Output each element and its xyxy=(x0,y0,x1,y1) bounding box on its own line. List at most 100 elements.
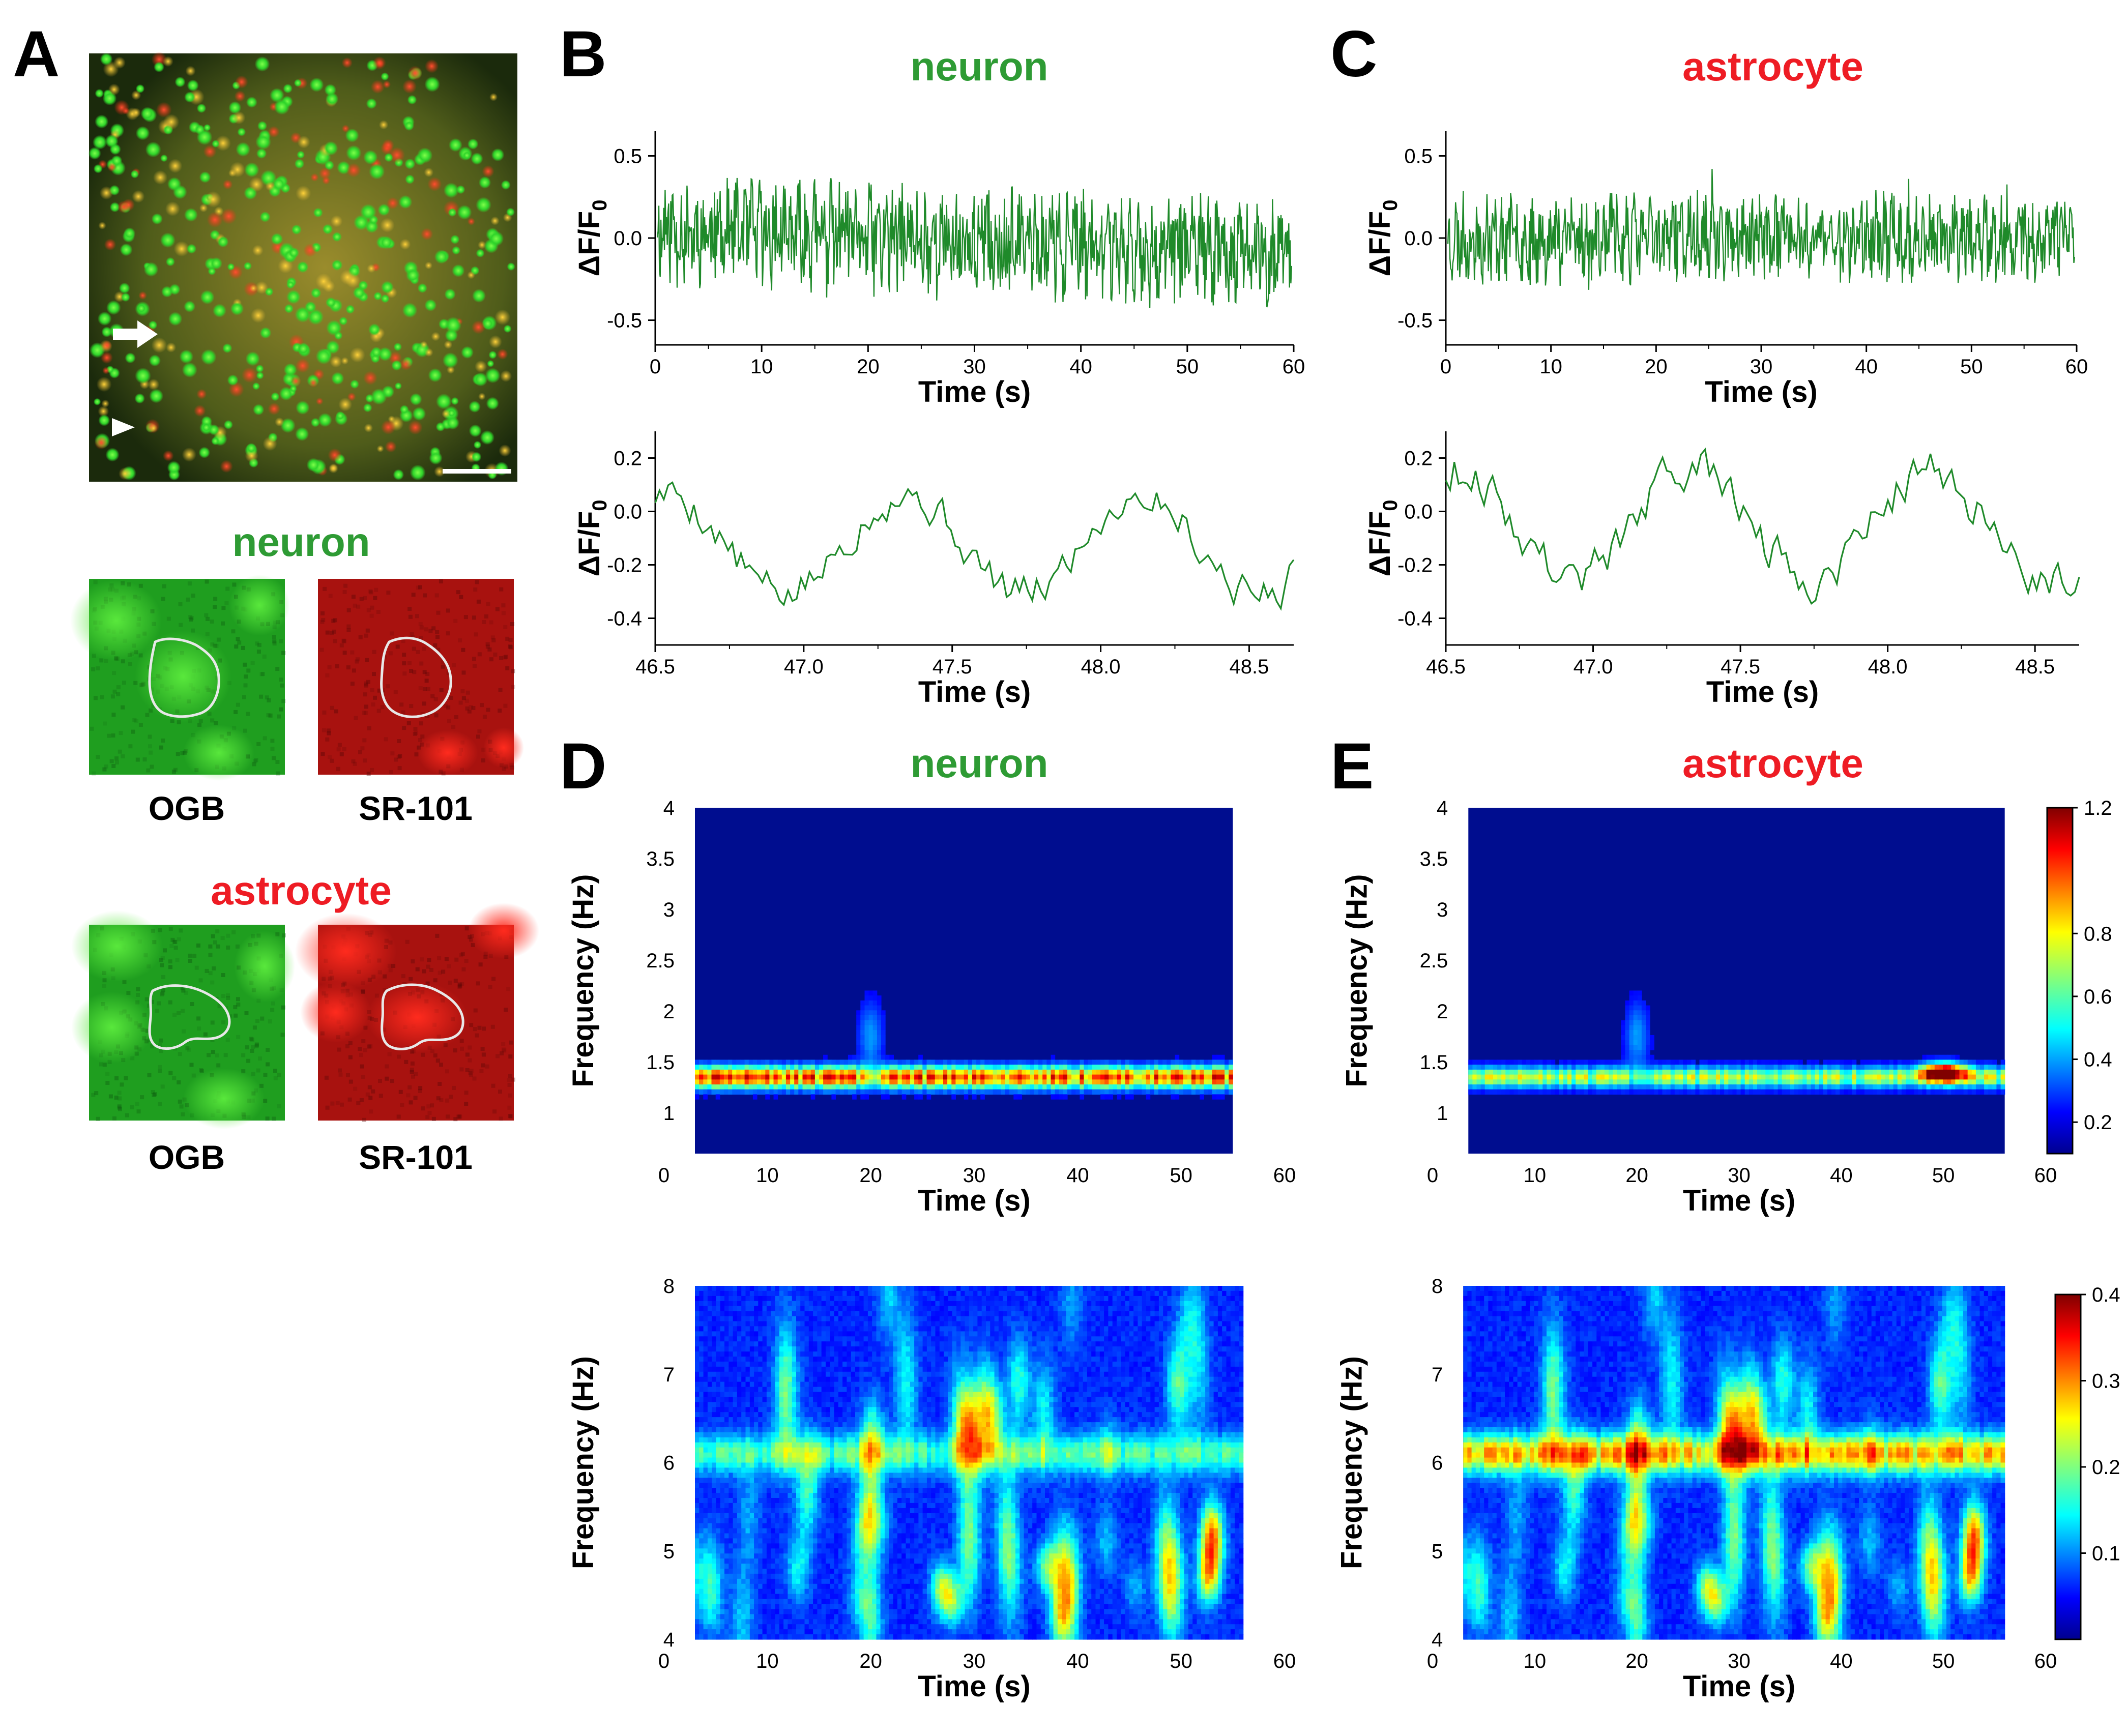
colorbar-tick-label: 1.2 xyxy=(2084,797,2112,819)
panel-letter-b: B xyxy=(560,18,606,91)
cell-body xyxy=(235,75,248,89)
neuron-ogb-caption: OGB xyxy=(149,789,225,827)
cell-body xyxy=(168,159,182,173)
x-tick-label: 46.5 xyxy=(1426,656,1466,678)
x-axis-label: Time (s) xyxy=(918,1670,1030,1703)
neuron-ogb-image xyxy=(70,575,290,781)
y-tick-label: 7 xyxy=(1432,1364,1443,1386)
x-tick-label: 20 xyxy=(859,1164,882,1187)
cell-body xyxy=(98,312,112,326)
cell-body xyxy=(311,288,322,299)
cell-body xyxy=(184,301,195,312)
cell-body xyxy=(105,135,119,148)
cell-body xyxy=(429,451,442,464)
y-tick-label: 0.0 xyxy=(614,501,642,523)
cell-body xyxy=(166,257,175,267)
cell-body xyxy=(346,145,361,160)
cell-body xyxy=(210,257,222,270)
cell-body xyxy=(332,232,342,242)
cell-body xyxy=(407,66,422,80)
cell-body xyxy=(288,247,299,258)
cell-body xyxy=(140,107,154,121)
cell-body xyxy=(494,462,509,476)
x-tick-label: 20 xyxy=(1625,1650,1648,1672)
x-tick-label: 0 xyxy=(658,1650,669,1672)
cell-body xyxy=(296,359,310,373)
cell-body xyxy=(404,159,415,169)
x-tick-label: 50 xyxy=(1176,356,1199,378)
scale-bar xyxy=(443,469,511,474)
cell-body xyxy=(461,346,474,359)
cell-body xyxy=(163,450,174,461)
y-tick-label: 0.0 xyxy=(1404,501,1433,523)
cell-body xyxy=(497,349,508,360)
cell-body xyxy=(244,162,259,177)
cell-body xyxy=(187,244,196,254)
cell-body xyxy=(338,398,352,411)
y-tick-label: -0.2 xyxy=(1397,554,1433,577)
cell-body xyxy=(230,302,244,315)
cell-body xyxy=(324,141,338,156)
cell-body xyxy=(316,348,332,365)
x-tick-label: 50 xyxy=(1932,1650,1955,1672)
trace-line xyxy=(657,178,1292,308)
cell-body xyxy=(131,108,141,117)
cell-body xyxy=(424,77,440,92)
y-tick-label: 3 xyxy=(663,899,675,921)
cell-body xyxy=(402,79,417,94)
x-tick-label: 50 xyxy=(1170,1164,1192,1187)
y-tick-label: 4 xyxy=(663,797,675,819)
y-tick-label: 2.5 xyxy=(1420,950,1448,972)
x-tick-label: 60 xyxy=(2034,1650,2057,1672)
cell-body xyxy=(200,290,215,304)
cell-body xyxy=(342,57,353,68)
cell-body xyxy=(395,382,402,390)
cell-body xyxy=(266,181,275,191)
cell-body xyxy=(256,372,264,379)
x-tick-label: 20 xyxy=(857,356,880,378)
x-tick-label: 40 xyxy=(1066,1164,1089,1187)
cell-body xyxy=(148,379,160,391)
x-tick-label: 20 xyxy=(859,1650,882,1672)
trace-line xyxy=(1448,169,2075,290)
cell-body xyxy=(194,405,206,417)
x-tick-label: 10 xyxy=(756,1650,779,1672)
cell-body xyxy=(489,93,498,101)
x-tick-label: 30 xyxy=(963,1650,986,1672)
cell-body xyxy=(318,413,332,427)
colorbar-tick-label: 0.2 xyxy=(2084,1111,2112,1134)
cell-body xyxy=(479,176,491,189)
x-tick-label: 10 xyxy=(1539,356,1562,378)
x-tick-label: 20 xyxy=(1625,1164,1648,1187)
cell-body xyxy=(292,224,302,234)
cell-body xyxy=(252,245,264,256)
cell-body xyxy=(294,79,302,87)
cell-body xyxy=(428,368,442,382)
cell-body xyxy=(456,185,465,194)
heatmap-cells xyxy=(695,1286,1243,1640)
cell-body xyxy=(400,239,411,250)
cell-body xyxy=(95,89,104,98)
cell-body xyxy=(131,170,139,179)
cell-body xyxy=(207,212,223,228)
y-tick-label: 1 xyxy=(1437,1102,1448,1125)
cell-body xyxy=(211,437,219,445)
x-tick-label: 47.0 xyxy=(1574,656,1613,678)
cell-body xyxy=(363,150,377,164)
cell-body xyxy=(468,138,479,150)
cell-body xyxy=(391,360,402,371)
cell-body xyxy=(144,262,159,277)
title-b: neuron xyxy=(910,44,1048,89)
cell-body xyxy=(475,360,487,372)
cell-body xyxy=(504,325,512,333)
cell-body xyxy=(98,222,106,229)
cell-body xyxy=(152,337,167,353)
y-axis-label: ΔF/F0 xyxy=(573,500,611,577)
cell-body xyxy=(500,370,512,382)
cell-body xyxy=(237,128,246,136)
cell-body xyxy=(120,244,133,256)
cell-body xyxy=(367,264,375,273)
